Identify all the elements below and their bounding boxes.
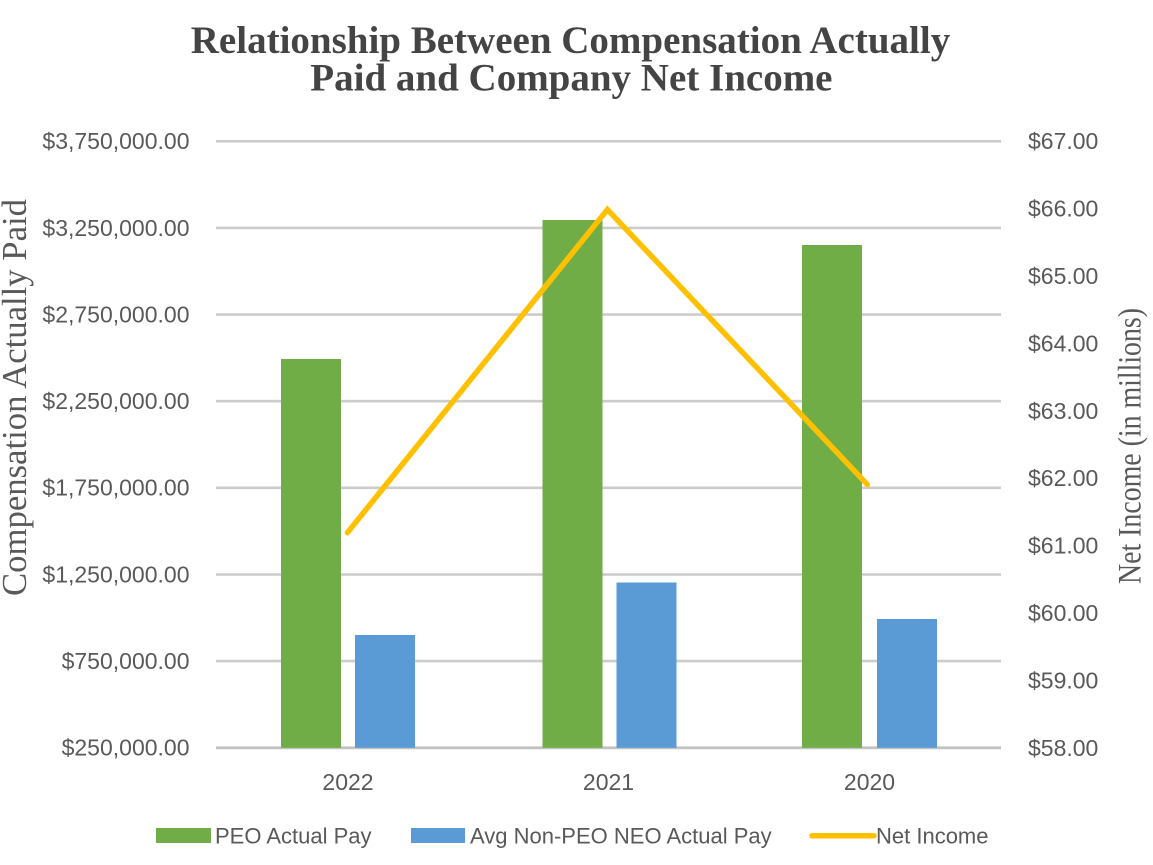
svg-text:PEO Actual Pay: PEO Actual Pay [215, 824, 372, 849]
svg-text:$59.00: $59.00 [1028, 667, 1098, 693]
svg-text:Paid and Company Net Income: Paid and Company Net Income [310, 57, 832, 100]
svg-text:2021: 2021 [583, 769, 634, 795]
svg-text:$2,750,000.00: $2,750,000.00 [42, 302, 189, 328]
svg-text:$67.00: $67.00 [1028, 128, 1098, 154]
svg-text:$63.00: $63.00 [1028, 398, 1098, 424]
svg-text:$58.00: $58.00 [1028, 735, 1098, 761]
svg-text:Compensation Actually Paid: Compensation Actually Paid [0, 199, 34, 596]
svg-text:$1,750,000.00: $1,750,000.00 [42, 475, 189, 501]
svg-text:$61.00: $61.00 [1028, 533, 1098, 559]
svg-text:$3,750,000.00: $3,750,000.00 [42, 128, 189, 154]
svg-text:$250,000.00: $250,000.00 [62, 735, 190, 761]
svg-text:2020: 2020 [844, 769, 895, 795]
svg-text:$1,250,000.00: $1,250,000.00 [42, 561, 189, 587]
svg-text:Net Income: Net Income [876, 824, 989, 849]
svg-text:$2,250,000.00: $2,250,000.00 [42, 388, 189, 414]
svg-text:$3,250,000.00: $3,250,000.00 [42, 215, 189, 241]
svg-text:2022: 2022 [322, 769, 373, 795]
svg-text:$66.00: $66.00 [1028, 196, 1098, 222]
svg-text:$65.00: $65.00 [1028, 263, 1098, 289]
svg-text:Avg Non-PEO NEO Actual Pay: Avg Non-PEO NEO Actual Pay [470, 824, 772, 849]
svg-text:Net Income (in millions): Net Income (in millions) [1113, 308, 1149, 584]
svg-text:Relationship Between Compensat: Relationship Between Compensation Actual… [191, 19, 951, 62]
svg-text:$60.00: $60.00 [1028, 600, 1098, 626]
svg-text:$62.00: $62.00 [1028, 465, 1098, 491]
svg-text:$64.00: $64.00 [1028, 330, 1098, 356]
svg-text:$750,000.00: $750,000.00 [62, 648, 190, 674]
